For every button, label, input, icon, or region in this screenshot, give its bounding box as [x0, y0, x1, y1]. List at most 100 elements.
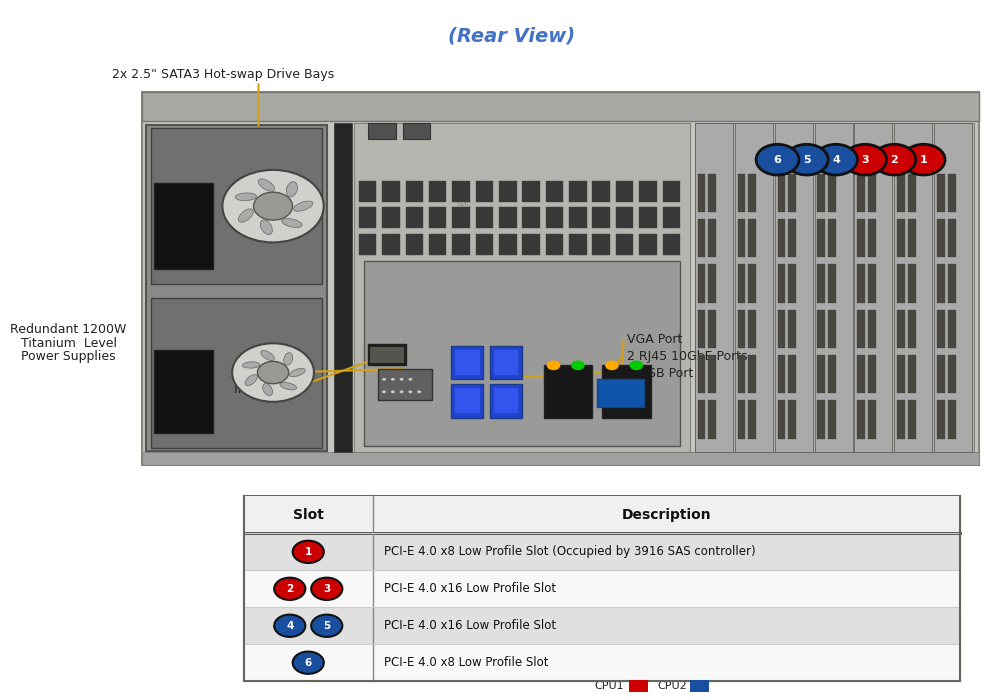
Bar: [476, 234, 493, 255]
Bar: [828, 355, 836, 393]
Bar: [708, 400, 716, 438]
Bar: [854, 122, 892, 452]
Bar: [406, 181, 423, 202]
Bar: [948, 309, 956, 348]
Bar: [748, 400, 756, 438]
Bar: [244, 608, 960, 644]
Bar: [857, 400, 865, 438]
Bar: [359, 181, 376, 202]
Bar: [663, 181, 680, 202]
Bar: [544, 365, 592, 418]
Circle shape: [257, 361, 289, 384]
Ellipse shape: [289, 368, 305, 377]
Bar: [738, 264, 745, 302]
Text: 1: 1: [305, 547, 312, 556]
Bar: [778, 264, 785, 302]
Bar: [937, 400, 945, 438]
Bar: [569, 207, 587, 228]
Text: 4: 4: [286, 621, 293, 631]
Bar: [476, 181, 493, 202]
Bar: [406, 234, 423, 255]
Ellipse shape: [280, 382, 297, 390]
Bar: [857, 355, 865, 393]
Bar: [368, 123, 396, 139]
Bar: [522, 181, 540, 202]
Bar: [639, 234, 657, 255]
Text: 6: 6: [774, 155, 781, 164]
Bar: [868, 174, 876, 212]
Bar: [154, 350, 213, 433]
Circle shape: [254, 193, 293, 220]
Bar: [359, 234, 376, 255]
Bar: [490, 384, 522, 418]
Bar: [499, 207, 517, 228]
Circle shape: [408, 378, 412, 381]
Text: Slot: Slot: [293, 508, 324, 522]
Bar: [142, 92, 979, 121]
Text: 2x 2.5" SATA3 Hot-swap Drive Bays: 2x 2.5" SATA3 Hot-swap Drive Bays: [112, 68, 335, 81]
Bar: [778, 400, 785, 438]
Bar: [452, 181, 470, 202]
Bar: [817, 219, 825, 258]
Circle shape: [629, 360, 643, 370]
Bar: [382, 181, 400, 202]
Bar: [948, 400, 956, 438]
Bar: [738, 219, 745, 258]
Text: Titanium  Level: Titanium Level: [21, 337, 117, 349]
Bar: [522, 234, 540, 255]
Circle shape: [902, 144, 945, 175]
Bar: [828, 264, 836, 302]
Bar: [451, 384, 483, 418]
Bar: [592, 234, 610, 255]
Bar: [948, 174, 956, 212]
Bar: [748, 219, 756, 258]
Circle shape: [382, 391, 386, 393]
Text: (Rear View): (Rear View): [448, 27, 575, 46]
Text: Description: Description: [621, 508, 711, 522]
Circle shape: [382, 378, 386, 381]
Bar: [698, 400, 705, 438]
Bar: [897, 309, 905, 348]
Text: 2: 2: [286, 584, 293, 594]
Bar: [359, 207, 376, 228]
Bar: [698, 174, 705, 212]
Circle shape: [873, 144, 916, 175]
Bar: [616, 181, 633, 202]
Text: 2 RJ45 10GbE Ports: 2 RJ45 10GbE Ports: [627, 350, 747, 363]
Ellipse shape: [258, 179, 275, 191]
Bar: [708, 174, 716, 212]
Bar: [897, 355, 905, 393]
Circle shape: [815, 144, 857, 175]
Ellipse shape: [261, 351, 274, 360]
Bar: [244, 496, 960, 681]
Bar: [778, 309, 785, 348]
Bar: [775, 122, 813, 452]
Bar: [934, 122, 972, 452]
Bar: [368, 344, 406, 365]
Circle shape: [274, 578, 305, 600]
Bar: [569, 181, 587, 202]
Bar: [708, 309, 716, 348]
Bar: [451, 346, 483, 379]
Bar: [698, 264, 705, 302]
Bar: [370, 346, 404, 363]
Circle shape: [293, 540, 324, 563]
Text: VGA Port: VGA Port: [627, 333, 682, 346]
Bar: [735, 122, 773, 452]
Bar: [690, 680, 709, 692]
Ellipse shape: [286, 181, 297, 197]
Text: 3: 3: [323, 584, 330, 594]
Bar: [857, 309, 865, 348]
Bar: [403, 123, 430, 139]
Bar: [452, 234, 470, 255]
Circle shape: [400, 378, 404, 381]
Ellipse shape: [245, 374, 257, 386]
Text: Redundant 1200W: Redundant 1200W: [10, 323, 127, 335]
Bar: [499, 234, 517, 255]
Text: 5: 5: [323, 621, 330, 631]
Circle shape: [571, 360, 585, 370]
Text: PCI-E 4.0 x8 Low Profile Slot: PCI-E 4.0 x8 Low Profile Slot: [384, 656, 549, 669]
Bar: [948, 264, 956, 302]
Circle shape: [756, 144, 799, 175]
Bar: [908, 355, 916, 393]
